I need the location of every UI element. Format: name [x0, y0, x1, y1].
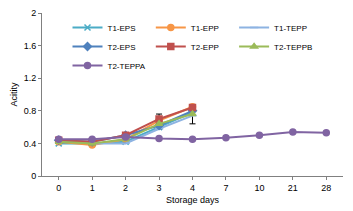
svg-text:T1-TEPP: T1-TEPP — [274, 24, 307, 33]
svg-text:7: 7 — [223, 183, 228, 193]
svg-text:4: 4 — [190, 183, 195, 193]
svg-text:21: 21 — [288, 183, 298, 193]
svg-text:0.4: 0.4 — [24, 139, 37, 149]
svg-text:3: 3 — [157, 183, 162, 193]
svg-text:T2-EPS: T2-EPS — [108, 43, 136, 52]
svg-text:0.8: 0.8 — [24, 106, 37, 116]
svg-text:2: 2 — [31, 8, 36, 18]
svg-text:1: 1 — [90, 183, 95, 193]
svg-text:1.2: 1.2 — [24, 73, 37, 83]
svg-text:T2-TEPPA: T2-TEPPA — [108, 62, 146, 71]
svg-text:Storage days: Storage days — [166, 195, 220, 205]
svg-text:0: 0 — [56, 183, 61, 193]
svg-text:0: 0 — [31, 171, 36, 181]
svg-text:28: 28 — [321, 183, 331, 193]
svg-text:1.6: 1.6 — [24, 41, 37, 51]
svg-text:T2-TEPPB: T2-TEPPB — [274, 43, 312, 52]
svg-text:10: 10 — [254, 183, 264, 193]
svg-text:Acitity: Acitity — [9, 82, 19, 107]
svg-text:T2-EPP: T2-EPP — [191, 43, 219, 52]
svg-text:T1-EPP: T1-EPP — [191, 24, 219, 33]
svg-text:2: 2 — [123, 183, 128, 193]
svg-text:T1-EPS: T1-EPS — [108, 24, 136, 33]
